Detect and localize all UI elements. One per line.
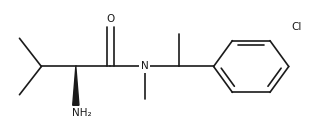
Text: N: N: [141, 61, 148, 72]
Polygon shape: [73, 66, 79, 105]
Text: Cl: Cl: [292, 22, 302, 32]
Text: O: O: [106, 14, 114, 24]
Text: NH₂: NH₂: [72, 108, 91, 118]
